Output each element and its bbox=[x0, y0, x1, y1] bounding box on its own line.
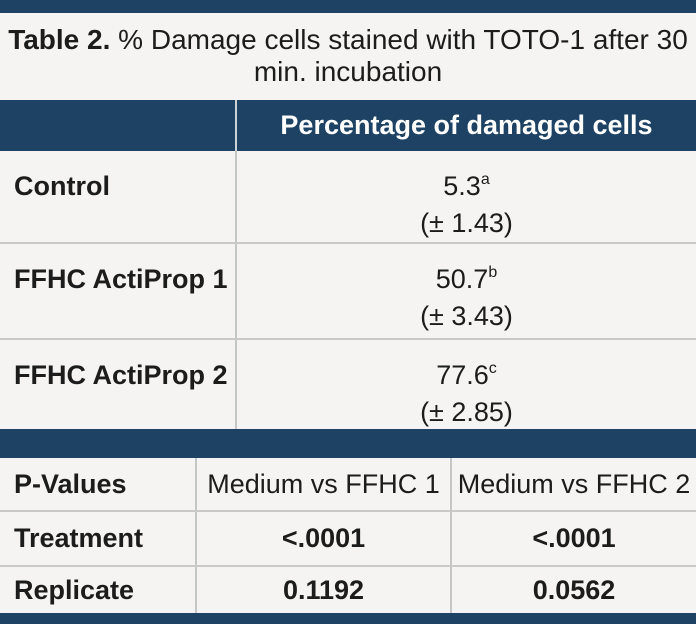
row-label: FFHC ActiProp 2 bbox=[14, 360, 228, 390]
value-superscript: c bbox=[488, 360, 497, 377]
row-value: 77.6c bbox=[237, 360, 696, 390]
row-label: Control bbox=[14, 171, 110, 201]
table-row: Control 5.3a (± 1.43) bbox=[0, 151, 696, 242]
row-stddev: (± 1.43) bbox=[420, 208, 513, 238]
pvalue-ffhc1: <.0001 bbox=[195, 512, 450, 565]
caption-text: % Damage cells stained with TOTO-1 after… bbox=[110, 24, 688, 55]
pvalue-table-header-row: P-Values Medium vs FFHC 1 Medium vs FFHC… bbox=[0, 458, 696, 510]
value-number: 77.6 bbox=[436, 360, 489, 390]
value-superscript: a bbox=[480, 171, 490, 188]
main-table-header-row: Percentage of damaged cells bbox=[0, 100, 696, 151]
main-table-header-empty-cell bbox=[0, 100, 235, 151]
pvalue-header-ffhc2: Medium vs FFHC 2 bbox=[450, 458, 696, 510]
table-row: FFHC ActiProp 1 50.7b (± 3.43) bbox=[0, 242, 696, 338]
value-number: 5.3 bbox=[443, 171, 481, 201]
row-value-cell: 77.6c (± 2.85) bbox=[235, 340, 696, 429]
row-label: Treatment bbox=[14, 523, 144, 553]
section-separator-bar bbox=[0, 429, 696, 458]
pvalue-header-label: P-Values bbox=[14, 468, 127, 499]
pvalue-header-ffhc1: Medium vs FFHC 1 bbox=[195, 458, 450, 510]
caption-line-1: Table 2. % Damage cells stained with TOT… bbox=[0, 24, 696, 56]
table-row: Replicate 0.1192 0.0562 bbox=[0, 565, 696, 613]
row-stddev: (± 2.85) bbox=[420, 397, 513, 427]
caption-table-number: Table 2. bbox=[8, 24, 111, 55]
table-caption: Table 2. % Damage cells stained with TOT… bbox=[0, 13, 696, 100]
value-superscript: b bbox=[488, 264, 498, 281]
value-number: 50.7 bbox=[435, 264, 489, 294]
table-row: FFHC ActiProp 2 77.6c (± 2.85) bbox=[0, 338, 696, 429]
row-value: 50.7b bbox=[237, 264, 696, 294]
row-value-cell: 5.3a (± 1.43) bbox=[235, 151, 696, 242]
row-value: 5.3a bbox=[237, 171, 696, 201]
caption-line-2: min. incubation bbox=[253, 56, 443, 87]
main-table-header-value-cell: Percentage of damaged cells bbox=[235, 100, 696, 151]
bottom-accent-bar bbox=[0, 613, 696, 624]
pvalue-ffhc1: 0.1192 bbox=[195, 567, 450, 613]
row-label: Replicate bbox=[14, 574, 135, 605]
pvalue-ffhc2: 0.0562 bbox=[450, 567, 696, 613]
top-accent-bar bbox=[0, 0, 696, 13]
row-value-cell: 50.7b (± 3.43) bbox=[235, 244, 696, 338]
pvalue-ffhc2: <.0001 bbox=[450, 512, 696, 565]
row-label: FFHC ActiProp 1 bbox=[14, 264, 228, 294]
table-row: Treatment <.0001 <.0001 bbox=[0, 510, 696, 565]
row-stddev: (± 3.43) bbox=[420, 301, 513, 331]
